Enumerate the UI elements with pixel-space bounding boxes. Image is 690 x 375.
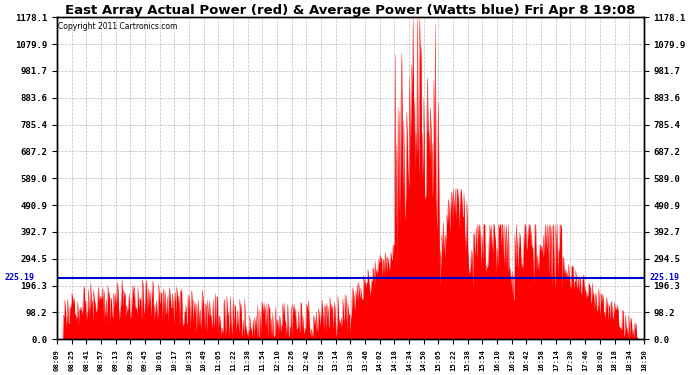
Title: East Array Actual Power (red) & Average Power (Watts blue) Fri Apr 8 19:08: East Array Actual Power (red) & Average … xyxy=(66,4,635,17)
Text: 225.19: 225.19 xyxy=(4,273,34,282)
Text: Copyright 2011 Cartronics.com: Copyright 2011 Cartronics.com xyxy=(57,22,177,31)
Text: 225.19: 225.19 xyxy=(649,273,680,282)
